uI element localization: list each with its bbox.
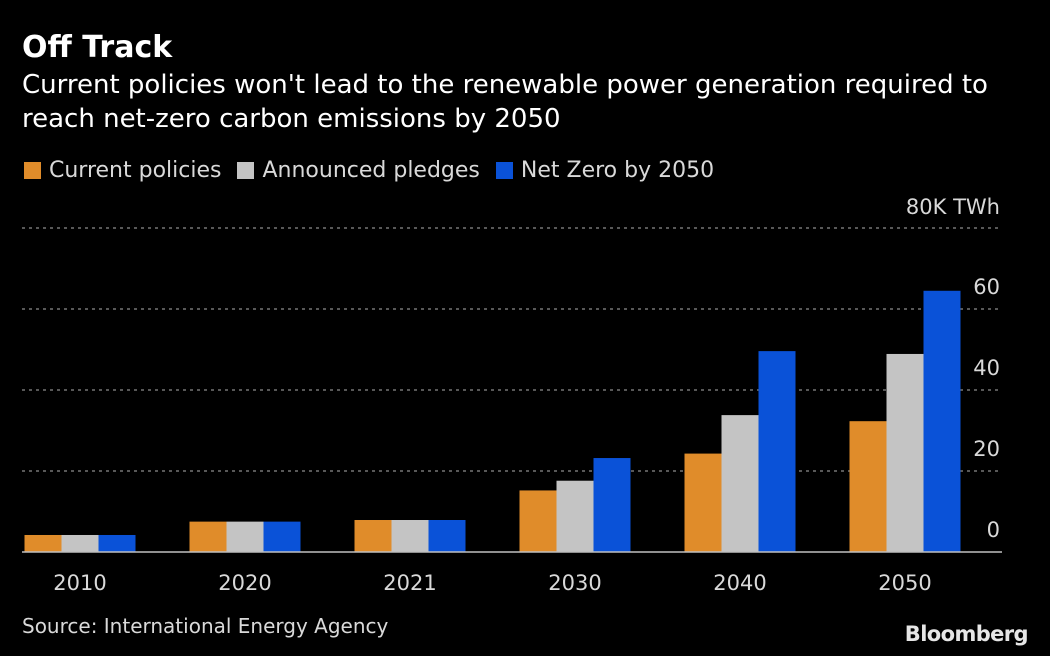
bar-2020-announced-pledges (226, 521, 264, 552)
bar-2040-current-policies (684, 453, 722, 552)
bar-2021-current-policies (354, 520, 392, 552)
legend-label-announced-pledges: Announced pledges (262, 157, 480, 183)
bar-2021-net-zero-by-2050 (428, 520, 466, 552)
y-tick-label-1: 20 (973, 437, 1000, 461)
bar-2050-current-policies (849, 421, 887, 552)
x-tick-label-2021: 2021 (383, 571, 436, 595)
x-tick-label-2040: 2040 (713, 571, 766, 595)
y-tick-label-3: 60 (973, 275, 1000, 299)
legend-label-net-zero: Net Zero by 2050 (520, 157, 715, 183)
legend-swatch-announced-pledges (237, 161, 255, 179)
x-tick-label-2050: 2050 (878, 571, 931, 595)
chart-subtitle: Current policies won't lead to the renew… (22, 70, 988, 134)
bar-2040-net-zero-by-2050 (758, 351, 796, 552)
bar-2021-announced-pledges (391, 520, 429, 552)
chart-title: Off Track (22, 30, 173, 65)
legend-item-net-zero: Net Zero by 2050 (495, 157, 715, 183)
x-tick-label-2030: 2030 (548, 571, 601, 595)
bar-2050-announced-pledges (886, 353, 924, 552)
bar-2030-announced-pledges (556, 480, 594, 552)
x-tick-label-2010: 2010 (53, 571, 106, 595)
bar-2020-current-policies (189, 521, 227, 552)
y-tick-label-0: 0 (987, 518, 1000, 542)
legend-swatch-net-zero (495, 161, 513, 179)
bar-2010-announced-pledges (61, 534, 99, 552)
bar-2020-net-zero-by-2050 (263, 521, 301, 552)
bar-2010-net-zero-by-2050 (98, 534, 136, 552)
bar-2040-announced-pledges (721, 415, 759, 552)
legend-swatch-current-policies (24, 161, 41, 179)
legend-label-current-policies: Current policies (49, 157, 222, 183)
bar-2010-current-policies (24, 534, 62, 552)
bloomberg-logo: Bloomberg (904, 622, 1029, 646)
x-tick-label-2020: 2020 (218, 571, 271, 595)
source-note: Source: International Energy Agency (22, 614, 389, 638)
y-tick-label-4: 80K TWh (906, 195, 1000, 219)
bar-2030-net-zero-by-2050 (593, 458, 631, 552)
legend: Current policies Announced pledges Net Z… (24, 155, 730, 185)
legend-item-current-policies: Current policies (24, 158, 221, 183)
legend-item-announced-pledges: Announced pledges (237, 157, 480, 183)
bar-2050-net-zero-by-2050 (923, 290, 961, 552)
bar-2030-current-policies (519, 490, 557, 552)
y-tick-label-2: 40 (973, 356, 1000, 380)
